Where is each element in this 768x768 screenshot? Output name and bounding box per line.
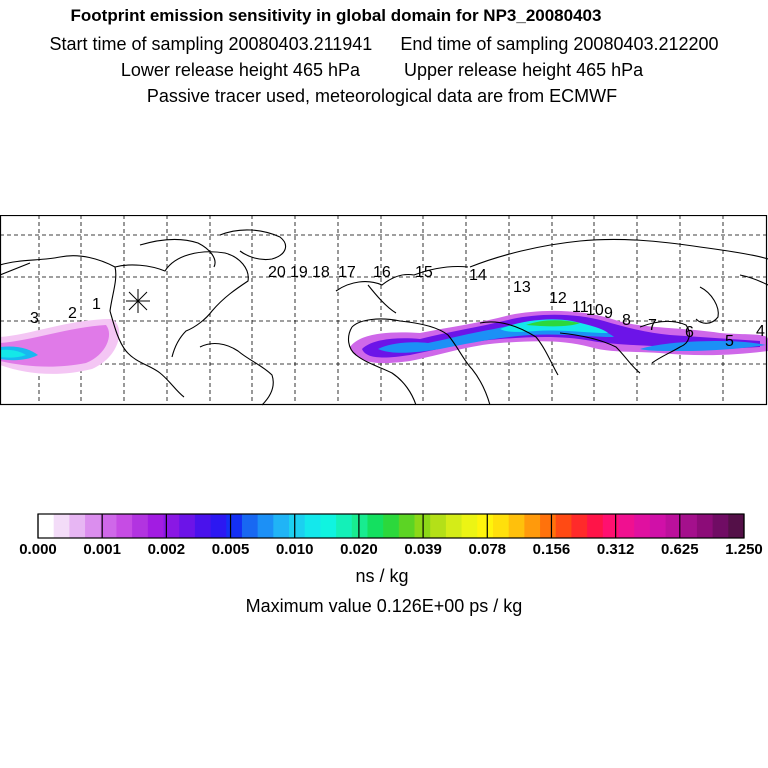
start-time: Start time of sampling 20080403.211941 bbox=[49, 34, 373, 54]
end-time: End time of sampling 20080403.212200 bbox=[400, 34, 719, 54]
lower-release-height: Lower release height 465 hPa bbox=[120, 60, 360, 80]
colorbar-cell bbox=[100, 514, 117, 538]
traj-label-14: 14 bbox=[469, 267, 487, 284]
colorbar-cell bbox=[336, 514, 353, 538]
colorbar-cell bbox=[665, 514, 682, 538]
traj-label-18: 18 bbox=[312, 264, 330, 281]
traj-label-9: 9 bbox=[604, 305, 613, 322]
colorbar-cell bbox=[132, 514, 149, 538]
colorbar-cell bbox=[194, 514, 211, 538]
colorbar-cell bbox=[649, 514, 666, 538]
traj-label-17: 17 bbox=[338, 264, 356, 281]
colorbar-cell bbox=[210, 514, 227, 538]
colorbar-cell bbox=[53, 514, 70, 538]
colorbar-cell bbox=[681, 514, 698, 538]
traj-label-11: 11 bbox=[572, 299, 589, 316]
colorbar-cell bbox=[492, 514, 510, 538]
colorbar-cell bbox=[351, 514, 368, 538]
colorbar-tick-label: 0.039 bbox=[404, 541, 442, 558]
traj-label-12: 12 bbox=[549, 290, 567, 307]
colorbar-tick-label: 0.078 bbox=[468, 541, 506, 558]
colorbar-cell bbox=[508, 514, 525, 538]
colorbar-cell bbox=[383, 514, 400, 538]
colorbar-cell bbox=[38, 514, 55, 538]
sampling-times: Start time of sampling 20080403.211941 En… bbox=[0, 34, 768, 55]
upper-release-height: Upper release height 465 hPa bbox=[404, 60, 644, 80]
colorbar-cell bbox=[320, 514, 337, 538]
traj-label-1: 1 bbox=[92, 296, 101, 313]
colorbar-cell bbox=[367, 514, 384, 538]
colorbar-tick-label: 0.000 bbox=[19, 541, 57, 558]
plot-title: Footprint emission sensitivity in global… bbox=[70, 6, 602, 25]
plume-eurasia bbox=[350, 310, 768, 364]
colorbar-cell bbox=[304, 514, 321, 538]
colorbar-cell bbox=[618, 514, 635, 538]
colorbar-cell bbox=[712, 514, 729, 538]
plume-pacific bbox=[0, 319, 120, 374]
colorbar: 0.000 0.001 0.002 0.005 0.010 0.020 0.039 0.078… bbox=[19, 513, 763, 558]
lat-lon-grid bbox=[0, 215, 768, 405]
colorbar-cell bbox=[289, 514, 306, 538]
colorbar-cell bbox=[728, 514, 745, 538]
colorbar-cell bbox=[445, 514, 462, 538]
colorbar-tick-label: 0.312 bbox=[597, 541, 635, 558]
colorbar-cell bbox=[477, 514, 494, 538]
colorbar-cell bbox=[634, 514, 651, 538]
colorbar-tick-label: 0.020 bbox=[340, 541, 378, 558]
colorbar-cell bbox=[257, 514, 274, 538]
traj-label-4: 4 bbox=[756, 323, 765, 340]
colorbar-cell bbox=[398, 514, 415, 538]
colorbar-tick-label: 0.156 bbox=[533, 541, 571, 558]
traj-label-2: 2 bbox=[68, 305, 77, 322]
footprint-map: 1 2 3 4 5 6 7 8 9 10 11 12 13 14 15 16 1… bbox=[0, 215, 768, 406]
traj-label-8: 8 bbox=[622, 312, 631, 329]
colorbar-tick-label: 0.010 bbox=[276, 541, 314, 558]
colorbar-cells bbox=[38, 514, 745, 538]
traj-label-10: 10 bbox=[586, 302, 604, 319]
colorbar-cell bbox=[571, 514, 588, 538]
colorbar-cell bbox=[179, 514, 196, 538]
colorbar-cell bbox=[147, 514, 164, 538]
colorbar-tick-label: 0.625 bbox=[661, 541, 699, 558]
colorbar-cell bbox=[555, 514, 572, 538]
tracer-note: Passive tracer used, meteorological data… bbox=[146, 86, 618, 106]
traj-label-7: 7 bbox=[648, 317, 657, 334]
colorbar-cell bbox=[69, 514, 86, 538]
traj-label-5: 5 bbox=[725, 333, 734, 350]
colorbar-cell bbox=[226, 514, 243, 538]
colorbar-tick-label: 1.250 bbox=[725, 541, 763, 558]
colorbar-units: ns / kg bbox=[355, 566, 409, 586]
colorbar-tick-label: 0.001 bbox=[83, 541, 121, 558]
colorbar-cell bbox=[602, 514, 619, 538]
colorbar-cell bbox=[696, 514, 714, 538]
traj-label-19: 19 bbox=[290, 264, 308, 281]
coastlines bbox=[0, 229, 768, 406]
colorbar-cell bbox=[241, 514, 259, 538]
colorbar-cell bbox=[540, 514, 557, 538]
traj-label-6: 6 bbox=[685, 324, 694, 341]
colorbar-cell bbox=[430, 514, 447, 538]
traj-label-3: 3 bbox=[30, 310, 39, 327]
map-frame bbox=[0, 215, 768, 406]
colorbar-frame bbox=[37, 513, 745, 539]
traj-label-15: 15 bbox=[415, 264, 433, 281]
colorbar-tick-label: 0.005 bbox=[212, 541, 250, 558]
traj-label-20: 20 bbox=[268, 264, 286, 281]
max-value: Maximum value 0.126E+00 ps / kg bbox=[245, 596, 523, 616]
colorbar-cell bbox=[524, 514, 541, 538]
colorbar-cell bbox=[461, 514, 478, 538]
traj-label-16: 16 bbox=[373, 264, 391, 281]
colorbar-tick-label: 0.002 bbox=[148, 541, 186, 558]
colorbar-cell bbox=[85, 514, 102, 538]
release-heights: Lower release height 465 hPa Upper releas… bbox=[0, 60, 766, 81]
colorbar-cell bbox=[273, 514, 290, 538]
colorbar-cell bbox=[587, 514, 604, 538]
traj-label-13: 13 bbox=[513, 279, 531, 296]
sampling-location-asterisk bbox=[126, 289, 150, 313]
colorbar-cell bbox=[163, 514, 180, 538]
colorbar-cell bbox=[116, 514, 133, 538]
